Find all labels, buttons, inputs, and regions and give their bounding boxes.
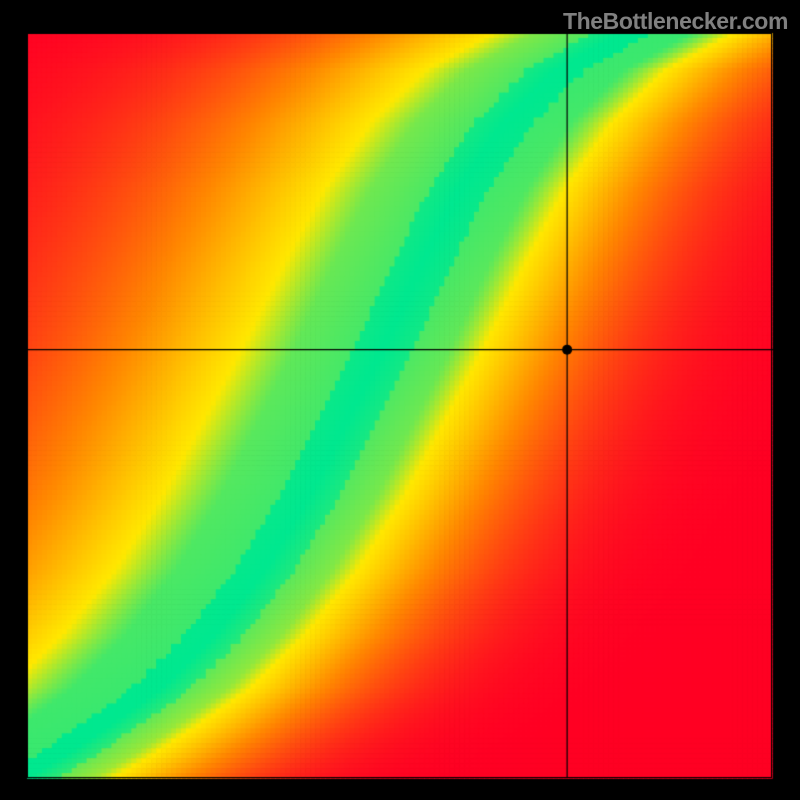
chart-container: TheBottlenecker.com	[0, 0, 800, 800]
watermark-text: TheBottlenecker.com	[563, 8, 788, 35]
heatmap-canvas	[0, 0, 800, 800]
